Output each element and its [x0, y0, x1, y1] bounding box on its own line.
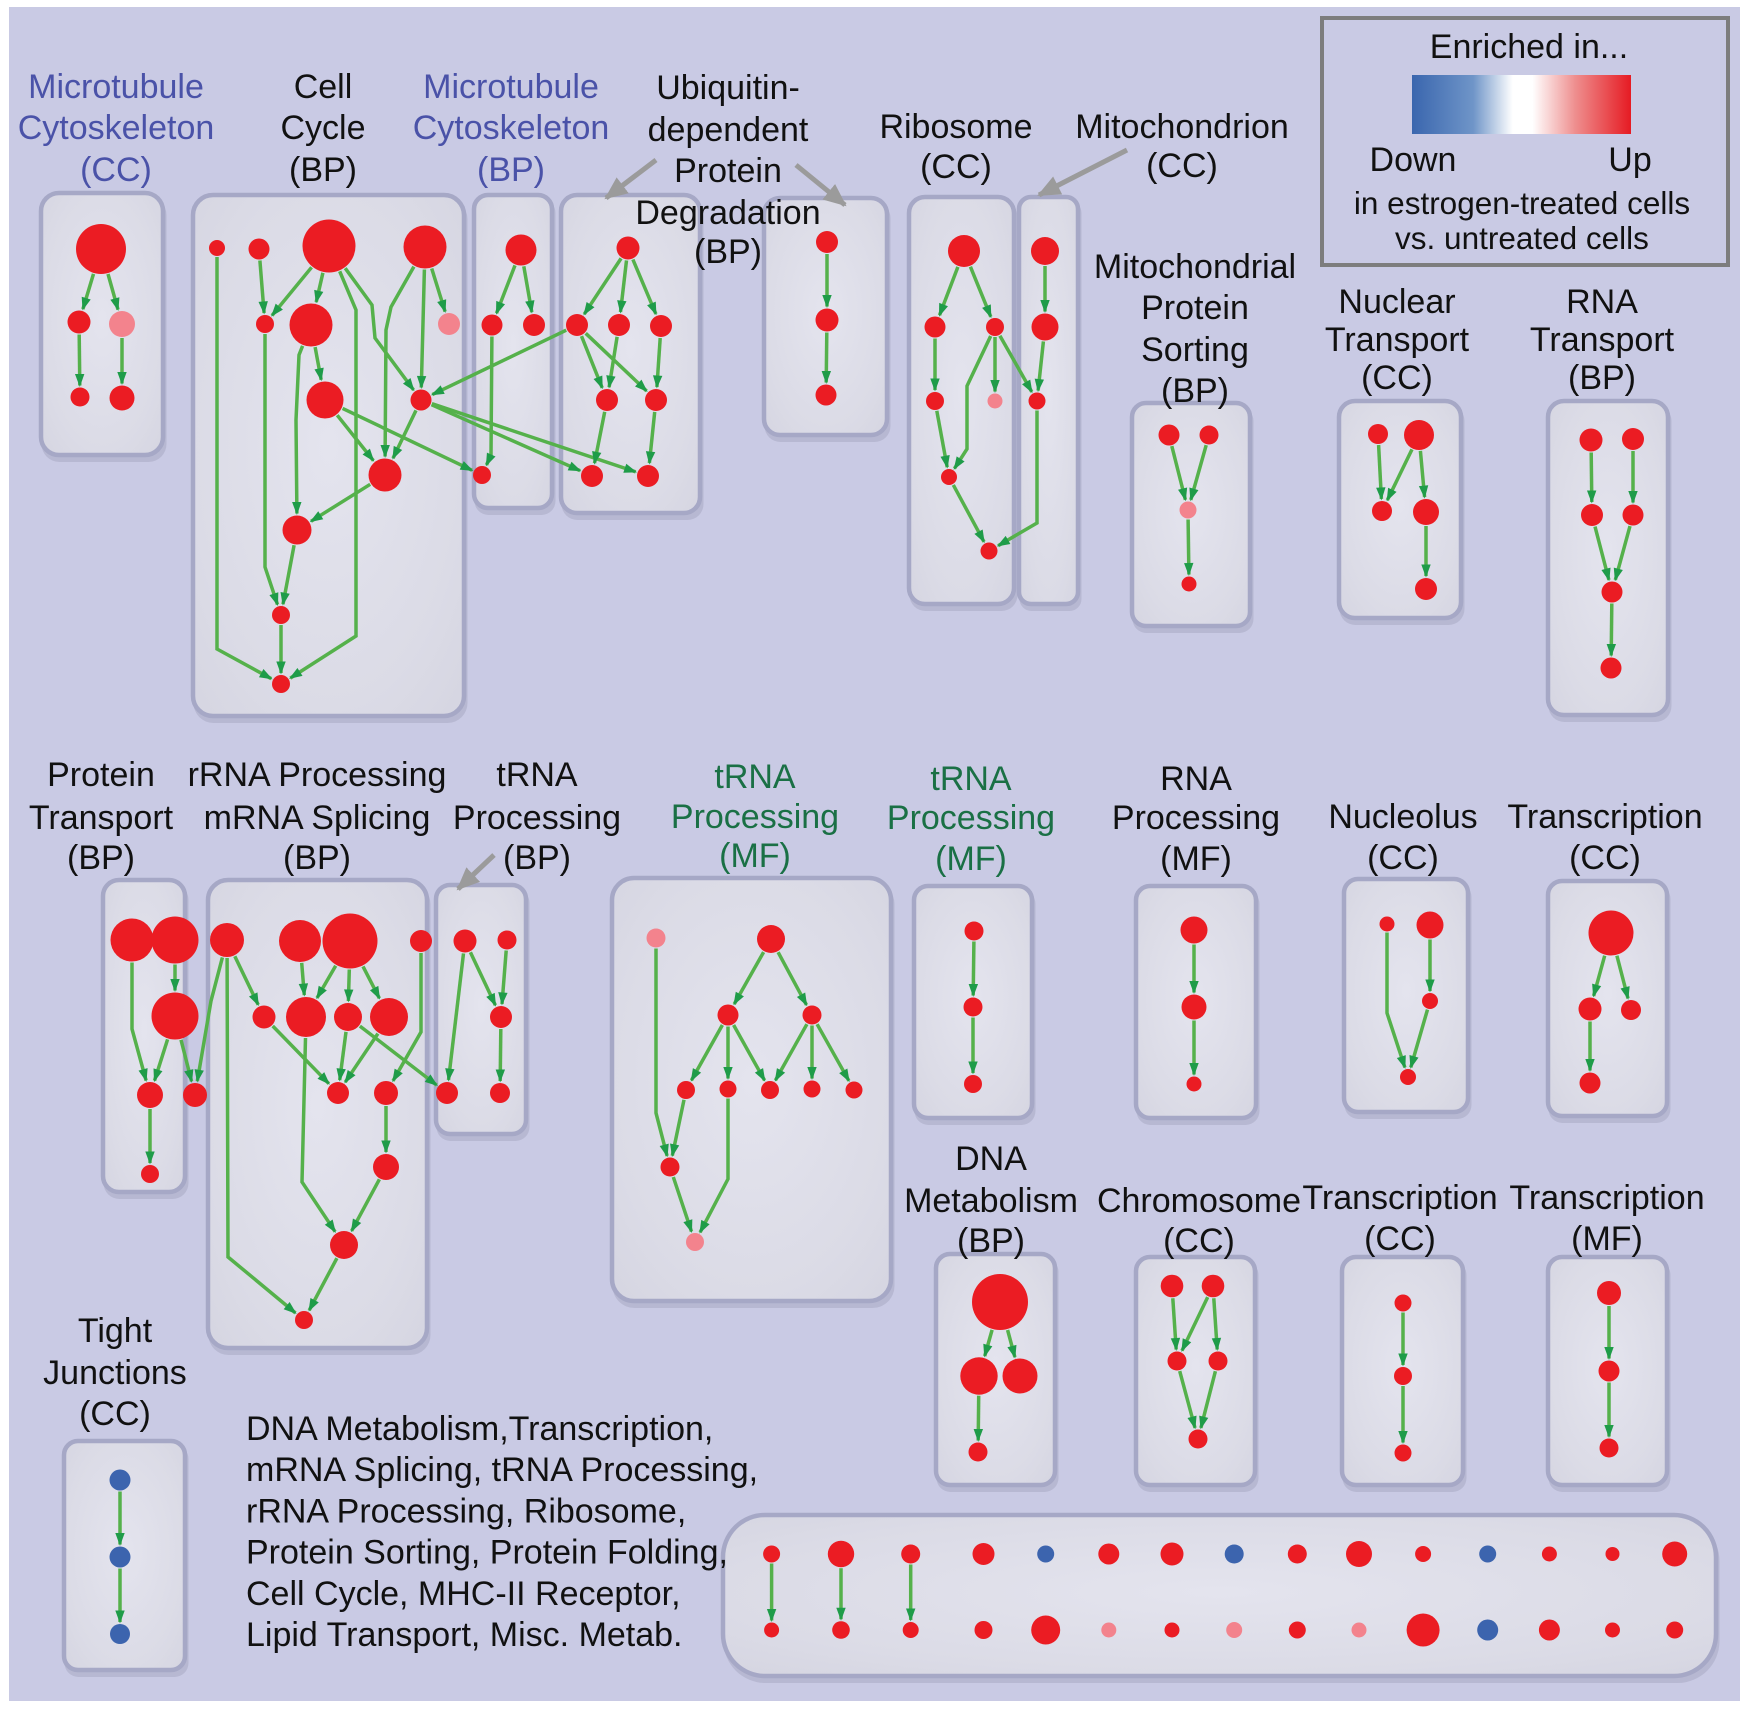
svg-text:vs. untreated cells: vs. untreated cells: [1395, 220, 1649, 256]
svg-text:(CC): (CC): [1364, 1220, 1436, 1258]
svg-text:rRNA Processing: rRNA Processing: [188, 756, 447, 794]
svg-text:(MF): (MF): [1160, 840, 1232, 878]
svg-text:(CC): (CC): [1163, 1222, 1235, 1260]
svg-text:Transport: Transport: [1530, 321, 1675, 359]
svg-text:(BP): (BP): [67, 839, 135, 877]
svg-text:(CC): (CC): [80, 151, 152, 189]
svg-text:Junctions: Junctions: [43, 1354, 187, 1392]
svg-text:dependent: dependent: [648, 111, 809, 149]
svg-text:Metabolism: Metabolism: [904, 1182, 1078, 1220]
svg-text:Nuclear: Nuclear: [1338, 283, 1455, 321]
svg-text:Cell: Cell: [294, 68, 353, 106]
svg-text:Transcription: Transcription: [1302, 1179, 1497, 1217]
svg-text:Microtubule: Microtubule: [28, 68, 204, 106]
svg-text:Protein: Protein: [1141, 289, 1249, 327]
svg-text:Processing: Processing: [453, 799, 621, 837]
svg-text:(BP): (BP): [694, 233, 762, 271]
svg-text:Protein: Protein: [47, 756, 155, 794]
svg-text:tRNA: tRNA: [930, 760, 1012, 798]
svg-text:(CC): (CC): [79, 1395, 151, 1433]
svg-text:Lipid Transport, Misc. Metab.: Lipid Transport, Misc. Metab.: [246, 1616, 683, 1654]
svg-text:rRNA Processing, Ribosome,: rRNA Processing, Ribosome,: [246, 1492, 686, 1530]
svg-text:tRNA: tRNA: [714, 758, 796, 796]
svg-text:Microtubule: Microtubule: [423, 68, 599, 106]
svg-text:(BP): (BP): [289, 151, 357, 189]
svg-text:Mitochondrial: Mitochondrial: [1094, 248, 1296, 286]
svg-text:Processing: Processing: [671, 798, 839, 836]
svg-text:(BP): (BP): [283, 839, 351, 877]
svg-text:Processing: Processing: [1112, 799, 1280, 837]
svg-text:Chromosome: Chromosome: [1097, 1182, 1301, 1220]
svg-text:Protein: Protein: [674, 152, 782, 190]
svg-text:(CC): (CC): [1146, 147, 1218, 185]
svg-text:(BP): (BP): [1161, 372, 1229, 410]
svg-text:Transcription: Transcription: [1507, 798, 1702, 836]
svg-text:Degradation: Degradation: [635, 194, 820, 232]
svg-text:RNA: RNA: [1566, 283, 1638, 321]
svg-text:DNA Metabolism,Transcription,: DNA Metabolism,Transcription,: [246, 1410, 713, 1448]
svg-text:Tight: Tight: [78, 1312, 153, 1350]
svg-text:(BP): (BP): [477, 151, 545, 189]
svg-text:Ribosome: Ribosome: [879, 108, 1032, 146]
svg-text:Cytoskeleton: Cytoskeleton: [18, 109, 215, 147]
svg-text:mRNA Splicing: mRNA Splicing: [204, 799, 431, 837]
svg-text:Sorting: Sorting: [1141, 331, 1249, 369]
svg-text:Cytoskeleton: Cytoskeleton: [413, 109, 610, 147]
svg-text:tRNA: tRNA: [496, 756, 578, 794]
svg-text:DNA: DNA: [955, 1140, 1027, 1178]
svg-text:Ubiquitin-: Ubiquitin-: [656, 69, 800, 107]
svg-text:(CC): (CC): [1361, 359, 1433, 397]
svg-text:in estrogen-treated cells: in estrogen-treated cells: [1354, 185, 1690, 221]
svg-text:Nucleolus: Nucleolus: [1328, 798, 1477, 836]
svg-text:(BP): (BP): [1568, 359, 1636, 397]
svg-text:Cycle: Cycle: [280, 109, 365, 147]
svg-text:Transport: Transport: [1325, 321, 1470, 359]
svg-text:(BP): (BP): [957, 1222, 1025, 1260]
svg-text:Protein Sorting, Protein Foldi: Protein Sorting, Protein Folding,: [246, 1534, 728, 1572]
svg-text:(CC): (CC): [920, 148, 992, 186]
svg-text:(BP): (BP): [503, 839, 571, 877]
svg-text:Up: Up: [1608, 141, 1651, 179]
svg-text:RNA: RNA: [1160, 760, 1232, 798]
svg-text:Transport: Transport: [29, 799, 174, 837]
svg-text:mRNA Splicing, tRNA Processing: mRNA Splicing, tRNA Processing,: [246, 1451, 758, 1489]
svg-text:Cell Cycle, MHC-II Receptor,: Cell Cycle, MHC-II Receptor,: [246, 1575, 681, 1613]
svg-text:(CC): (CC): [1569, 839, 1641, 877]
svg-text:(MF): (MF): [1571, 1220, 1643, 1258]
svg-text:(MF): (MF): [935, 840, 1007, 878]
svg-text:Processing: Processing: [887, 799, 1055, 837]
svg-text:(CC): (CC): [1367, 839, 1439, 877]
svg-text:Transcription: Transcription: [1509, 1179, 1704, 1217]
svg-text:Enriched in...: Enriched in...: [1430, 28, 1628, 66]
svg-text:Mitochondrion: Mitochondrion: [1075, 108, 1289, 146]
svg-text:Down: Down: [1370, 141, 1457, 179]
svg-text:(MF): (MF): [719, 837, 791, 875]
